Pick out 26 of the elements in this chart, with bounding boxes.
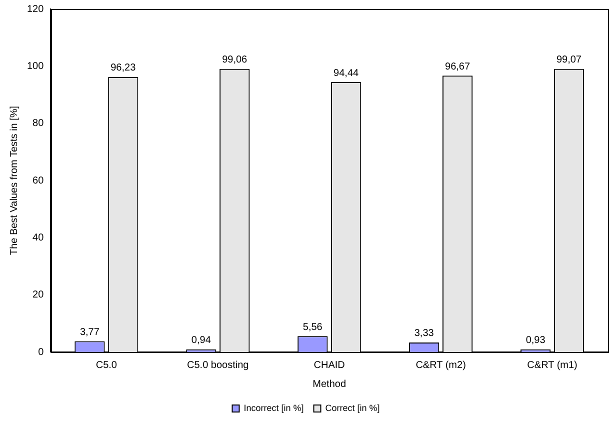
data-label: 99,07 xyxy=(556,54,582,66)
x-tick-label: C&RT (m2) xyxy=(416,360,466,371)
x-tick-label: C5.0 xyxy=(96,360,118,371)
x-tick-label: C&RT (m1) xyxy=(527,360,578,371)
y-tick-label: 100 xyxy=(26,60,44,72)
y-tick-label: 120 xyxy=(26,4,44,15)
data-label: 94,44 xyxy=(334,68,360,79)
data-label: 0,94 xyxy=(191,335,212,346)
y-tick-label: 60 xyxy=(32,175,44,186)
x-axis-title: Method xyxy=(312,378,346,390)
data-label: 96,67 xyxy=(445,61,470,72)
y-tick-label: 40 xyxy=(32,232,44,244)
x-tick-label: CHAID xyxy=(314,360,345,371)
y-tick-label: 0 xyxy=(38,346,44,358)
data-label: 3,33 xyxy=(414,328,434,340)
data-label: 99,06 xyxy=(222,54,248,66)
x-tick-label: C5.0 boosting xyxy=(187,360,249,371)
y-axis-title: The Best Values from Tests in [%] xyxy=(8,106,20,256)
data-label: 5,56 xyxy=(302,322,323,333)
data-label: 96,23 xyxy=(110,62,136,74)
legend-label: Correct [in %] xyxy=(325,402,380,413)
y-tick-label: 80 xyxy=(32,118,44,130)
legend-label: Incorrect [in %] xyxy=(244,402,304,413)
y-tick-label: 20 xyxy=(32,290,44,301)
data-label: 0,93 xyxy=(526,335,546,346)
data-label: 3,77 xyxy=(80,326,100,338)
